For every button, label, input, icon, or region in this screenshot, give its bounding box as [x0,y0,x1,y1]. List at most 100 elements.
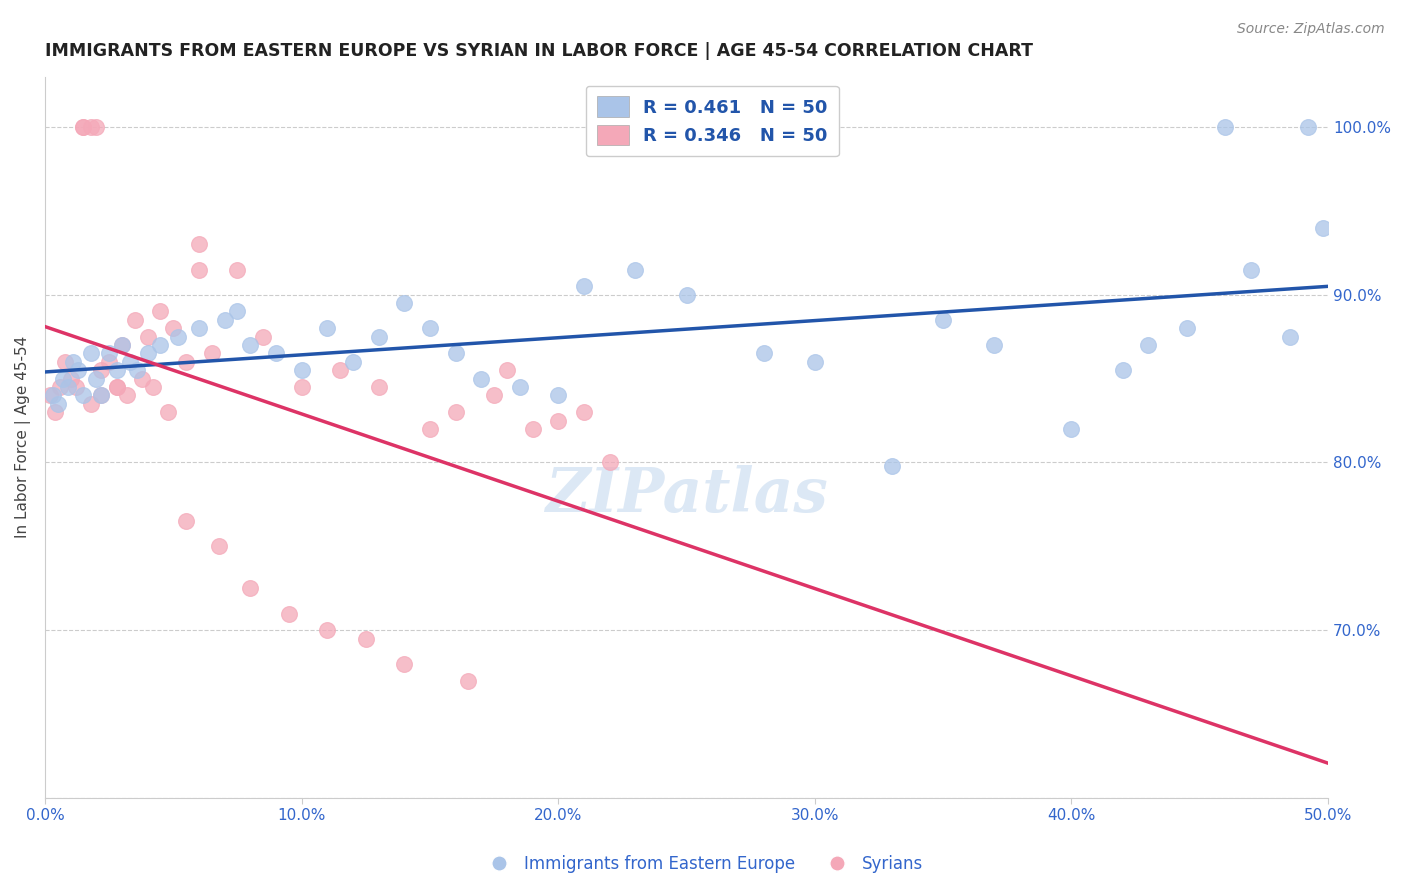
Point [316,321,339,335]
Point [470,371,492,385]
Point [208,540,231,554]
Point [329,363,352,377]
Point [290,363,312,377]
Point [290,380,312,394]
Point [239,338,262,352]
Point [49,380,72,394]
Point [136,346,159,360]
Point [149,338,172,352]
Y-axis label: In Labor Force | Age 45-54: In Labor Force | Age 45-54 [15,336,31,539]
Point [67,363,90,377]
Point [547,413,569,427]
Point [157,405,180,419]
Point [187,321,209,335]
Point [252,329,274,343]
Point [174,355,197,369]
Point [1240,262,1263,277]
Point [457,673,479,688]
Point [201,346,224,360]
Point [98,346,121,360]
Point [62,355,84,369]
Point [522,422,544,436]
Point [84,371,107,385]
Point [72,120,94,134]
Point [1278,329,1301,343]
Point [482,388,505,402]
Point [52,371,75,385]
Point [59,371,82,385]
Point [342,355,364,369]
Point [187,237,209,252]
Point [65,380,87,394]
Point [187,262,209,277]
Point [111,338,134,352]
Point [419,422,441,436]
Point [98,355,121,369]
Text: IMMIGRANTS FROM EASTERN EUROPE VS SYRIAN IN LABOR FORCE | AGE 45-54 CORRELATION : IMMIGRANTS FROM EASTERN EUROPE VS SYRIAN… [45,42,1033,60]
Point [444,405,467,419]
Point [367,329,389,343]
Point [1060,422,1083,436]
Point [39,388,62,402]
Point [1296,120,1319,134]
Point [419,321,441,335]
Point [167,329,190,343]
Point [111,338,134,352]
Point [277,607,299,621]
Point [316,624,339,638]
Point [136,329,159,343]
Legend: R = 0.461   N = 50, R = 0.346   N = 50: R = 0.461 N = 50, R = 0.346 N = 50 [586,86,838,156]
Point [1312,220,1334,235]
Point [90,363,112,377]
Point [1175,321,1198,335]
Point [1137,338,1160,352]
Point [804,355,827,369]
Point [354,632,377,646]
Point [509,380,531,394]
Point [72,120,94,134]
Point [444,346,467,360]
Point [84,120,107,134]
Point [392,657,415,671]
Point [72,388,94,402]
Point [131,371,153,385]
Point [880,458,903,473]
Point [90,388,112,402]
Point [55,355,77,369]
Point [1215,120,1237,134]
Point [149,304,172,318]
Point [41,388,63,402]
Legend: Immigrants from Eastern Europe, Syrians: Immigrants from Eastern Europe, Syrians [477,848,929,880]
Point [105,380,128,394]
Point [392,296,415,310]
Point [105,363,128,377]
Point [118,355,141,369]
Point [44,405,66,419]
Point [932,313,955,327]
Point [752,346,775,360]
Point [80,346,103,360]
Point [174,514,197,528]
Point [162,321,184,335]
Point [547,388,569,402]
Point [226,262,249,277]
Point [127,363,149,377]
Point [367,380,389,394]
Point [80,120,103,134]
Point [495,363,517,377]
Point [214,313,236,327]
Point [105,380,128,394]
Point [90,388,112,402]
Point [624,262,647,277]
Point [239,582,262,596]
Point [124,313,146,327]
Point [572,405,595,419]
Point [1112,363,1135,377]
Point [226,304,249,318]
Point [115,388,138,402]
Point [142,380,165,394]
Point [56,380,79,394]
Point [983,338,1005,352]
Point [572,279,595,293]
Point [46,397,69,411]
